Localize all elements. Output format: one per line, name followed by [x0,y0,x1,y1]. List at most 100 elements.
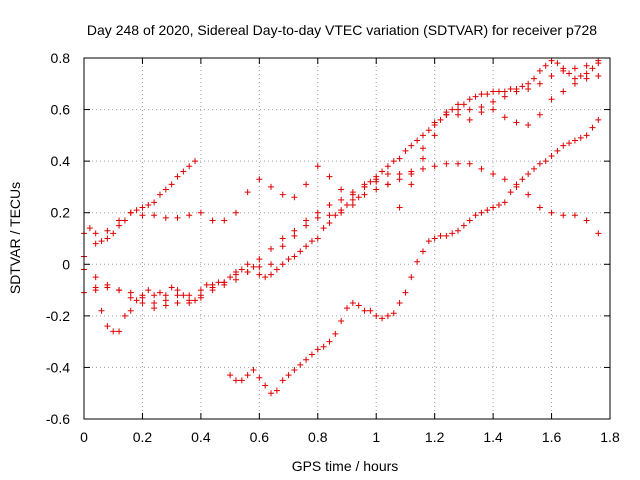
data-point [466,217,473,224]
data-point [338,207,345,214]
data-point [460,222,467,229]
data-point [116,287,123,294]
data-point [308,238,315,245]
data-point [583,132,590,139]
data-point [548,57,555,64]
data-point [244,372,251,379]
data-point [507,85,514,92]
data-point [186,212,193,219]
data-point [174,173,181,180]
data-point [104,323,111,330]
data-point [373,186,380,193]
data-point [589,65,596,72]
data-point [349,299,356,306]
data-point [414,258,421,265]
data-point [396,176,403,183]
y-tick-label: 0.8 [51,50,71,66]
data-point [338,318,345,325]
data-point [98,238,105,245]
data-point [297,361,304,368]
data-point [156,289,163,296]
data-point [478,103,485,110]
data-point [244,261,251,268]
data-point [186,299,193,306]
data-point [291,227,298,234]
data-point [244,269,251,276]
data-point [513,119,520,126]
data-point [232,269,239,276]
data-point [344,305,350,312]
data-point [513,85,520,92]
data-point [227,274,234,281]
data-point [373,173,380,180]
data-point [501,88,508,95]
data-point [256,271,263,278]
data-point [571,65,578,72]
data-point [92,284,99,291]
data-point [419,248,426,255]
data-point [209,281,216,288]
data-point [192,158,199,165]
data-point [121,217,128,224]
data-point [273,266,280,273]
data-point [349,189,356,196]
data-point [180,292,187,299]
data-point [379,168,386,175]
data-point [162,297,169,304]
data-point [431,235,438,242]
data-point [256,374,263,381]
data-point [536,204,543,211]
data-point [186,163,193,170]
data-point [466,96,473,103]
data-point [384,163,391,170]
data-point [268,390,275,397]
data-point [536,160,543,167]
data-point [595,57,602,64]
data-point [361,183,368,190]
data-point [455,227,462,234]
series-trace-6 [227,116,602,397]
data-point [583,62,590,69]
data-point [455,160,462,167]
data-point [162,302,169,309]
data-point [314,163,321,170]
data-point [361,307,368,314]
data-point [443,160,450,167]
y-tick-label: -0.2 [46,308,70,324]
data-point [268,245,275,252]
series-trace-3 [81,60,602,312]
data-point [127,209,134,216]
y-tick-label: 0 [62,256,70,272]
data-point [139,299,146,306]
data-point [116,328,123,335]
data-point [396,171,403,178]
data-point [174,287,181,294]
data-point [443,232,450,239]
data-point [151,299,158,306]
x-tick-label: 1.8 [600,429,620,445]
data-point [332,212,339,219]
data-point [449,106,456,113]
data-point [104,227,111,234]
data-point [589,124,596,131]
data-point [548,96,555,103]
data-point [314,214,321,221]
data-point [542,62,549,69]
data-point [571,212,578,219]
data-point [501,93,508,100]
data-point [326,173,333,180]
data-point [490,88,497,95]
data-point [250,263,257,270]
series-trace-2 [81,160,602,306]
data-point [256,263,263,270]
data-point [127,307,134,314]
data-point [291,194,298,201]
data-point [139,292,146,299]
x-tick-label: 0.6 [250,429,270,445]
x-tick-label: 0.2 [133,429,153,445]
x-tick-label: 0 [80,429,88,445]
data-point [455,106,462,113]
data-point [92,230,99,237]
data-point [571,75,578,82]
